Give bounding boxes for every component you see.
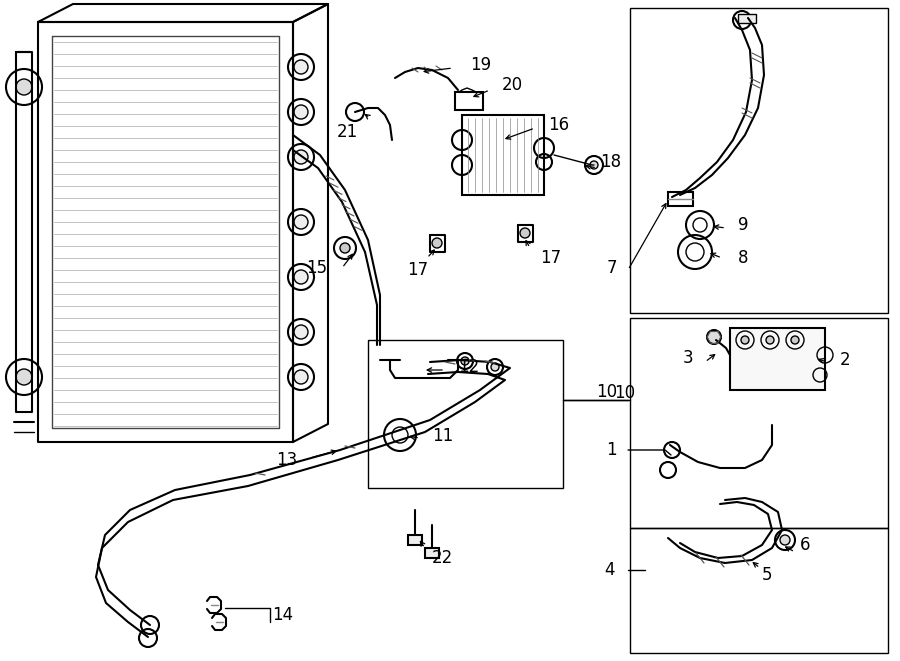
Circle shape [294, 370, 308, 384]
Circle shape [461, 357, 469, 365]
Text: 17: 17 [408, 261, 428, 279]
Text: 6: 6 [800, 536, 811, 554]
Circle shape [791, 336, 799, 344]
Text: 12: 12 [458, 358, 479, 376]
Text: 8: 8 [738, 249, 749, 267]
Text: 16: 16 [548, 116, 569, 134]
Text: 10: 10 [614, 384, 635, 402]
Bar [630, 528, 888, 653]
Text: 4: 4 [605, 561, 615, 579]
Text: 13: 13 [275, 451, 297, 469]
Circle shape [294, 150, 308, 164]
Bar [462, 115, 544, 195]
Circle shape [780, 535, 790, 545]
Circle shape [16, 79, 32, 95]
Text: 20: 20 [502, 76, 523, 94]
Text: 7: 7 [607, 259, 617, 277]
Circle shape [294, 60, 308, 74]
Text: 11: 11 [432, 427, 454, 445]
Text: 10: 10 [597, 383, 617, 401]
Text: 9: 9 [738, 216, 749, 234]
Bar [630, 318, 888, 528]
Bar [668, 192, 693, 206]
Bar [368, 340, 563, 488]
Text: 19: 19 [470, 56, 491, 74]
Text: 21: 21 [337, 123, 358, 141]
Circle shape [294, 215, 308, 229]
Text: 17: 17 [540, 249, 561, 267]
Bar [425, 548, 439, 558]
Text: 2: 2 [840, 351, 850, 369]
Circle shape [294, 325, 308, 339]
Circle shape [432, 238, 442, 248]
Bar [630, 8, 888, 313]
Circle shape [294, 105, 308, 119]
Text: 5: 5 [762, 566, 772, 584]
Circle shape [16, 369, 32, 385]
Bar [738, 14, 756, 23]
Circle shape [340, 243, 350, 253]
Text: 14: 14 [273, 606, 293, 624]
Text: 1: 1 [607, 441, 617, 459]
Circle shape [491, 363, 499, 371]
Text: 15: 15 [306, 259, 327, 277]
Text: 22: 22 [432, 549, 454, 567]
Circle shape [590, 161, 598, 169]
Circle shape [294, 270, 308, 284]
Circle shape [520, 228, 530, 238]
Circle shape [707, 330, 721, 344]
Text: 18: 18 [600, 153, 621, 171]
Text: 3: 3 [682, 349, 693, 367]
Circle shape [766, 336, 774, 344]
Bar [408, 535, 422, 545]
Circle shape [741, 336, 749, 344]
Bar [730, 328, 825, 390]
Bar [455, 92, 483, 110]
